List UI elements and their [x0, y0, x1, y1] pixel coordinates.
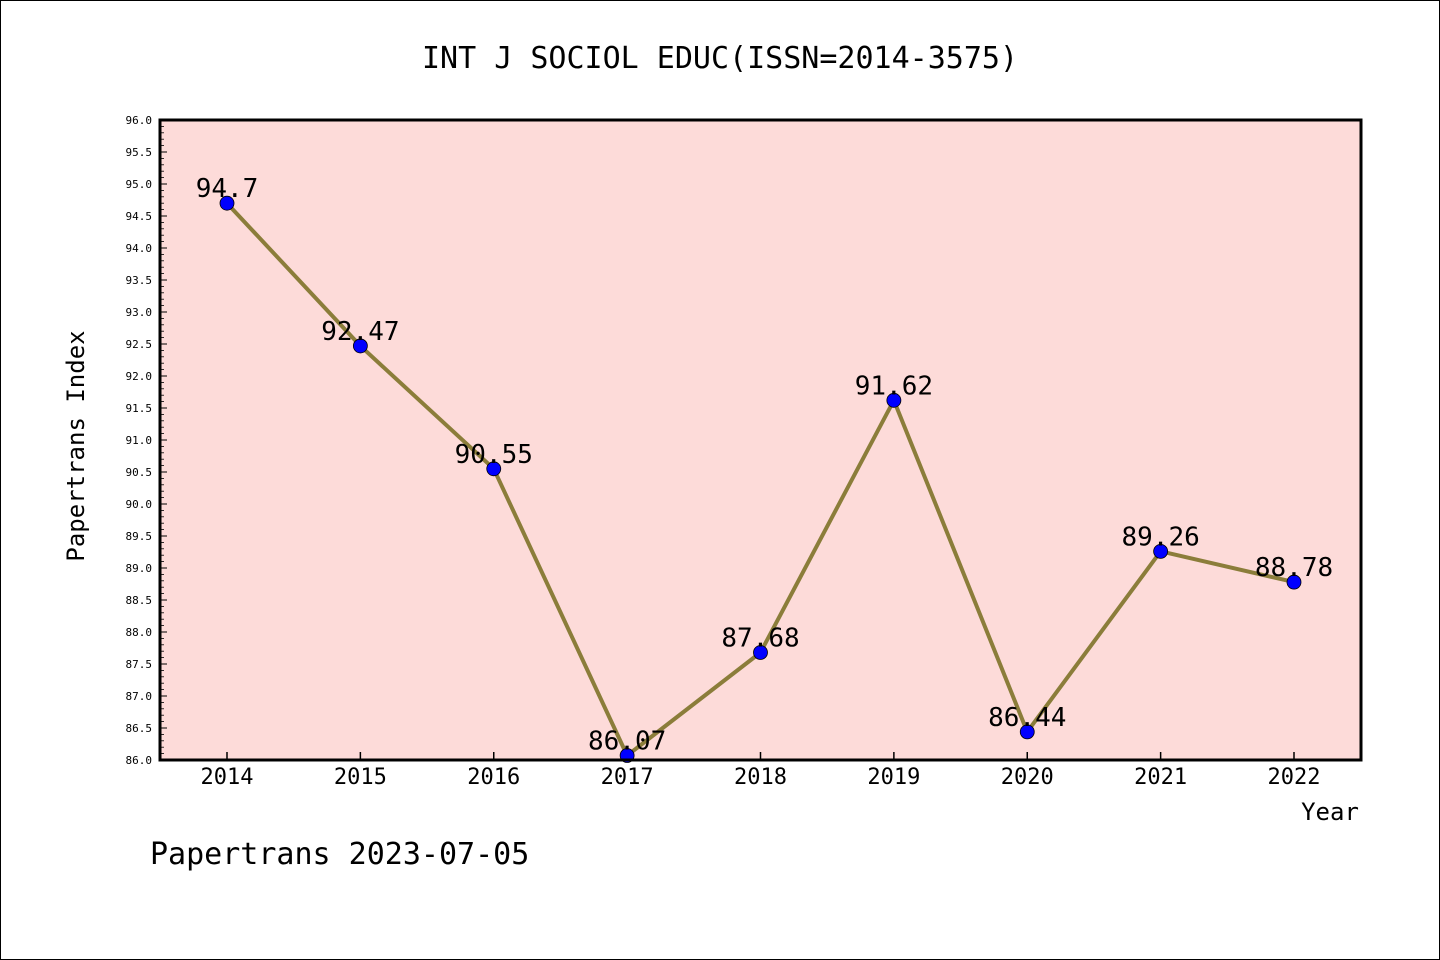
y-tick-label: 94.0 — [126, 242, 153, 255]
x-tick-label: 2021 — [1134, 765, 1187, 790]
y-tick-label: 88.5 — [126, 594, 153, 607]
y-tick-label: 90.5 — [126, 466, 153, 479]
data-label: 92.47 — [321, 317, 399, 347]
data-label: 90.55 — [455, 440, 533, 470]
chart-title: INT J SOCIOL EDUC(ISSN=2014-3575) — [422, 41, 1018, 76]
x-tick-label: 2014 — [201, 765, 254, 790]
y-tick-label: 89.0 — [126, 562, 153, 575]
footer-text: Papertrans 2023-07-05 — [150, 837, 529, 872]
y-tick-label: 95.0 — [126, 178, 153, 191]
data-label: 88.78 — [1255, 553, 1333, 583]
data-label: 87.68 — [721, 623, 799, 653]
data-label: 86.07 — [588, 727, 666, 757]
y-tick-label: 88.0 — [126, 626, 153, 639]
data-labels: 94.7 92.47 90.55 86.07 87.68 91.62 86.44 89.26 8… — [196, 174, 1333, 756]
series-group: 94.7 92.47 90.55 86.07 87.68 91.62 86.44 89.26 8… — [196, 174, 1333, 763]
y-tick-label: 95.5 — [126, 146, 153, 159]
y-tick-label: 92.5 — [126, 338, 153, 351]
plot-area — [160, 120, 1361, 760]
data-point — [753, 645, 768, 660]
x-tick-label: 2018 — [734, 765, 787, 790]
x-tick-label: 2016 — [467, 765, 520, 790]
y-tick-label: 94.5 — [126, 210, 153, 223]
y-axis: 86.0 86.5 87.0 87.5 88.0 88.5 89.0 89.5 90.0 90.5… — [126, 114, 167, 767]
y-tick-label: 86.0 — [126, 754, 153, 767]
data-label: 91.62 — [855, 371, 933, 401]
y-tick-label: 91.5 — [126, 402, 153, 415]
y-tick-label: 96.0 — [126, 114, 153, 127]
plot-border — [158, 118, 1363, 762]
y-tick-label: 89.5 — [126, 530, 153, 543]
x-tick-label: 2022 — [1268, 765, 1321, 790]
y-tick-label: 93.0 — [126, 306, 153, 319]
y-axis-title: Papertrans Index — [62, 330, 90, 561]
data-point — [1286, 574, 1302, 590]
series-markers — [219, 195, 1302, 763]
y-tick-label: 90.0 — [126, 498, 153, 511]
x-tick-label: 2015 — [334, 765, 387, 790]
x-tick-label: 2020 — [1001, 765, 1054, 790]
x-tick-label: 2019 — [867, 765, 920, 790]
x-axis: 2014 2015 2016 2017 2018 2019 2020 2021 2022 — [201, 752, 1321, 790]
y-tick-label: 86.5 — [126, 722, 153, 735]
data-point — [1153, 543, 1169, 559]
data-label: 89.26 — [1121, 522, 1199, 552]
x-axis-title: Year — [1301, 798, 1359, 826]
data-point — [1019, 724, 1035, 740]
data-label: 94.7 — [196, 174, 259, 204]
data-point — [219, 195, 235, 211]
data-point — [486, 461, 502, 477]
y-tick-label: 87.5 — [126, 658, 153, 671]
y-tick-label: 92.0 — [126, 370, 153, 383]
x-tick-label: 2017 — [601, 765, 654, 790]
data-label: 86.44 — [988, 703, 1066, 733]
data-point — [886, 392, 902, 408]
y-tick-label: 91.0 — [126, 434, 153, 447]
data-point — [352, 338, 368, 354]
y-tick-label: 93.5 — [126, 274, 153, 287]
y-tick-label: 87.0 — [126, 690, 153, 703]
